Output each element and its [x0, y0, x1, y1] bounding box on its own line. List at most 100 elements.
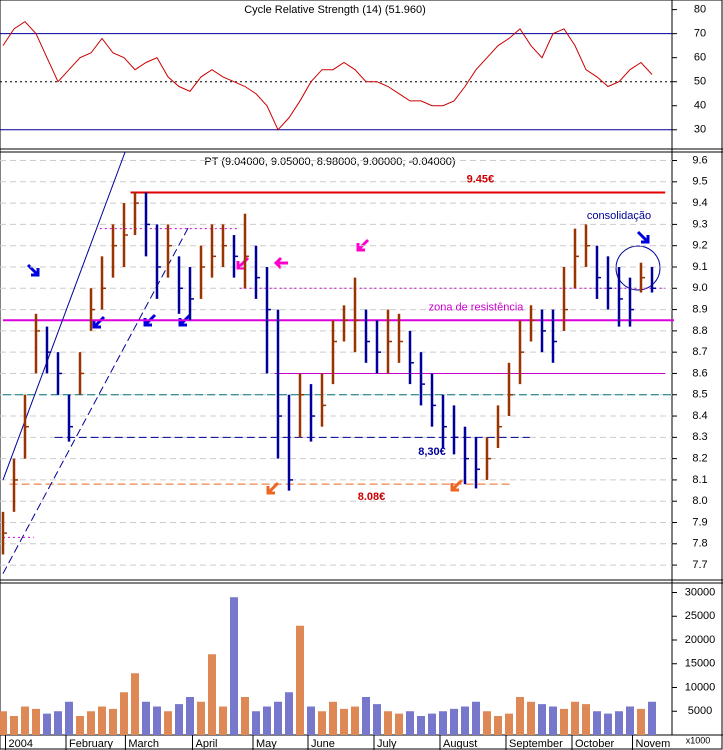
volume-bar	[604, 713, 612, 735]
volume-bar	[384, 711, 392, 735]
volume-bar	[98, 706, 106, 735]
volume-bar	[252, 711, 260, 735]
y-tick-label: 8.2	[692, 453, 707, 465]
y-tick-label: 25000	[685, 610, 716, 622]
volume-bar	[560, 708, 568, 735]
volume-bar	[10, 716, 18, 735]
x-tick-label: April	[196, 738, 218, 750]
volume-bar	[186, 697, 194, 735]
volume-bar	[153, 706, 161, 735]
y-tick-label: 15000	[685, 658, 716, 670]
volume-bar	[230, 597, 238, 735]
volume-bar	[428, 713, 436, 735]
x-tick-label: May	[256, 738, 277, 750]
y-tick-label: 30000	[685, 586, 716, 598]
volume-unit: x1000	[686, 735, 711, 745]
y-tick-label: 9.1	[692, 261, 707, 273]
volume-bar	[296, 625, 304, 735]
arrow	[26, 263, 40, 277]
volume-bar	[637, 708, 645, 735]
volume-bar	[219, 706, 227, 735]
volume-bar	[648, 701, 656, 735]
volume-bar	[527, 701, 535, 735]
consolidation-circle	[615, 245, 661, 291]
volume-bar	[593, 711, 601, 735]
arrow	[236, 256, 250, 270]
y-tick-label: 40	[694, 100, 706, 112]
volume-bar	[450, 708, 458, 735]
x-tick-label: Novem	[636, 738, 671, 750]
x-tick-label: 2004	[9, 738, 33, 750]
volume-bar	[329, 701, 337, 735]
volume-bar	[318, 711, 326, 735]
x-tick-label: February	[69, 738, 114, 750]
x-tick-label: August	[443, 738, 477, 750]
volume-bar	[483, 711, 491, 735]
volume-bar	[87, 711, 95, 735]
volume-bar	[21, 706, 29, 735]
volume-bar	[175, 704, 183, 735]
y-tick-label: 8.7	[692, 346, 707, 358]
y-tick-label: 30	[694, 124, 706, 136]
volume-bar	[615, 711, 623, 735]
volume-bar	[340, 708, 348, 735]
y-tick-label: 8.6	[692, 367, 707, 379]
volume-bar	[241, 697, 249, 735]
arrow	[450, 478, 464, 492]
annotation: consolidação	[587, 210, 651, 222]
trend-line	[2, 224, 191, 574]
y-tick-label: 9.0	[692, 282, 707, 294]
volume-bar	[208, 654, 216, 735]
y-tick-label: 9.2	[692, 240, 707, 252]
volume-bar	[373, 704, 381, 735]
volume-bar	[274, 701, 282, 735]
volume-bar	[626, 706, 634, 735]
arrow	[273, 256, 288, 270]
volume-bar	[0, 711, 7, 735]
x-tick-label: June	[311, 738, 335, 750]
annotation: 8.08€	[358, 491, 386, 503]
volume-bar	[571, 701, 579, 735]
volume-bar	[417, 716, 425, 735]
y-tick-label: 9.6	[692, 154, 707, 166]
trend-line	[2, 151, 126, 481]
y-tick-label: 8.8	[692, 325, 707, 337]
y-tick-label: 9.3	[692, 218, 707, 230]
volume-bar	[516, 697, 524, 735]
x-tick-label: September	[509, 738, 563, 750]
volume-bar	[65, 701, 73, 735]
y-tick-label: 8.4	[692, 410, 707, 422]
y-tick-label: 8.3	[692, 431, 707, 443]
volume-bar	[43, 713, 51, 735]
arrow	[92, 315, 106, 329]
volume-bar	[362, 697, 370, 735]
volume-bar	[472, 701, 480, 735]
y-tick-label: 60	[694, 52, 706, 64]
volume-bar	[76, 716, 84, 735]
volume-bar	[131, 673, 139, 735]
volume-bar	[461, 706, 469, 735]
volume-bar	[120, 692, 128, 735]
arrow	[636, 230, 650, 244]
y-tick-label: 20000	[685, 634, 716, 646]
volume-bar	[395, 713, 403, 735]
volume-bar	[164, 711, 172, 735]
volume-bar	[439, 711, 447, 735]
rsi-line	[2, 20, 653, 131]
volume-bar	[142, 701, 150, 735]
price-title: PT (9.04000, 9.05000, 8.98000, 9.00000, …	[204, 156, 455, 168]
x-tick-label: July	[377, 738, 397, 750]
volume-bar	[494, 716, 502, 735]
volume-bar	[538, 704, 546, 735]
volume-bar	[32, 708, 40, 735]
volume-bar	[197, 701, 205, 735]
rsi-title: Cycle Relative Strength (14) (51.960)	[244, 4, 426, 16]
y-tick-label: 7.8	[692, 538, 707, 550]
y-tick-label: 9.5	[692, 176, 707, 188]
y-tick-label: 8.9	[692, 303, 707, 315]
annotation: zona de resistência	[429, 301, 525, 313]
y-tick-label: 5000	[688, 705, 712, 717]
volume-bar	[307, 706, 315, 735]
